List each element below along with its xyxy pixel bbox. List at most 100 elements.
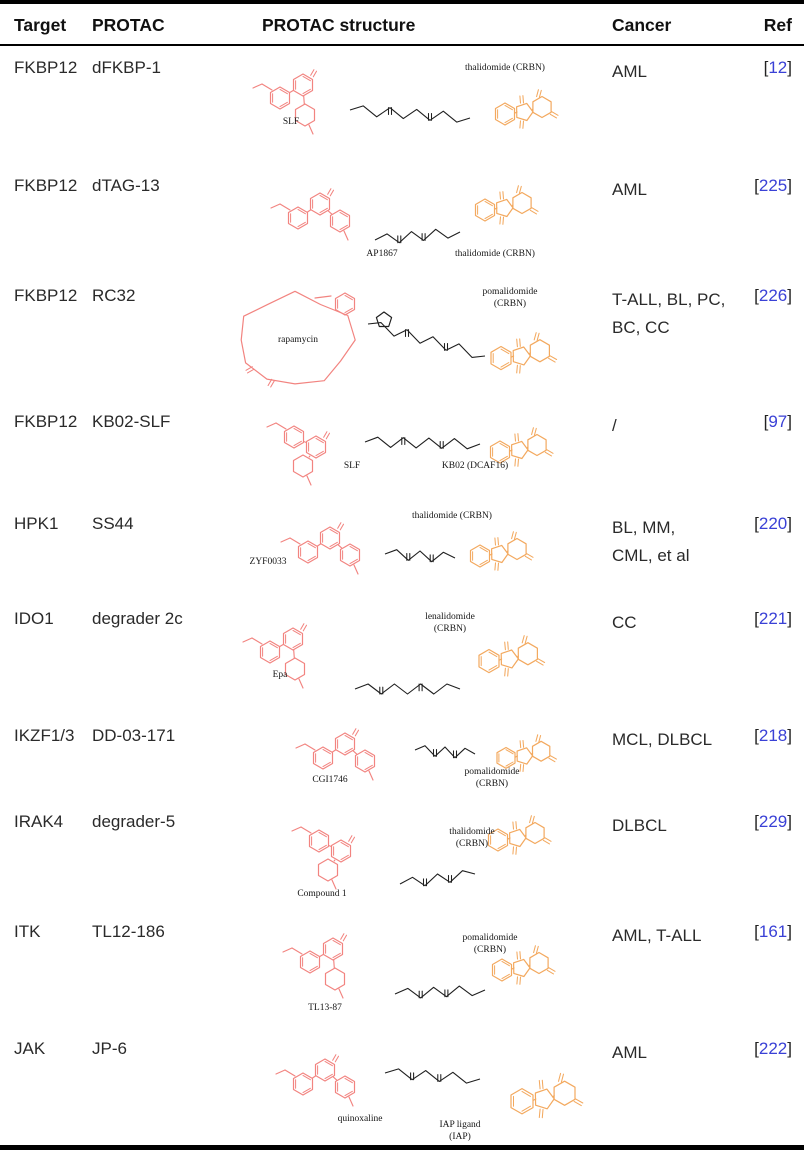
warhead-label: Compound 1 <box>297 889 347 899</box>
cancer-cell: MCL, DLBCL <box>612 730 713 749</box>
ref-link[interactable]: 97 <box>768 412 788 431</box>
structure-cell: ZYF0033 thalidomide (CRBN) <box>160 502 612 597</box>
ref-cell: [221] <box>754 609 792 629</box>
cancer-cell: BL, MM, CML, et al <box>612 518 690 566</box>
ref-bracket-close: ] <box>787 286 792 305</box>
ref-cell: [161] <box>754 922 792 942</box>
warhead-label: quinoxaline <box>337 1114 383 1124</box>
e3-ligand-label: pomalidomide (CRBN) <box>462 933 518 956</box>
ref-bracket-open: [ <box>754 609 759 628</box>
e3-ligand-label: lenalidomide (CRBN) <box>425 612 475 635</box>
table-row: FKBP12 RC32 rapamycin pomalidomide (CRBN)… <box>0 274 804 400</box>
structure-cell: SLF KB02 (DCAF16) <box>160 400 612 502</box>
e3-ligand-label: thalidomide (CRBN) <box>465 63 545 73</box>
table-row: FKBP12 dTAG-13 AP1867 thalidomide (CRBN) … <box>0 164 804 274</box>
structure-cell: rapamycin pomalidomide (CRBN) <box>160 274 612 400</box>
col-header-protac: PROTAC <box>92 15 165 35</box>
ref-bracket-open: [ <box>754 176 759 195</box>
ref-bracket-close: ] <box>787 514 792 533</box>
protac-name-cell: KB02-SLF <box>92 412 171 431</box>
molecule-structure-svg <box>242 623 546 695</box>
target-cell: ITK <box>14 922 41 941</box>
molecule-structure-svg <box>280 522 534 575</box>
target-cell: FKBP12 <box>14 176 78 195</box>
target-cell: FKBP12 <box>14 412 78 431</box>
protac-name-cell: DD-03-171 <box>92 726 176 745</box>
ref-link[interactable]: 226 <box>758 286 788 305</box>
cancer-cell: CC <box>612 613 637 632</box>
molecule-structure-svg <box>282 933 556 999</box>
protac-name-cell: dFKBP-1 <box>92 58 161 77</box>
structure-cell: Compound 1 thalidomide (CRBN) <box>160 800 612 910</box>
target-cell: IRAK4 <box>14 812 64 831</box>
e3-ligand-label: thalidomide (CRBN) <box>455 249 535 259</box>
structure-cell: CGI1746 pomalidomide (CRBN) <box>160 714 612 800</box>
warhead-label: AP1867 <box>366 249 398 259</box>
ref-bracket-close: ] <box>787 412 792 431</box>
ref-cell: [218] <box>754 726 792 746</box>
ref-bracket-open: [ <box>754 812 759 831</box>
ref-cell: [220] <box>754 514 792 534</box>
ref-link[interactable]: 225 <box>758 176 788 195</box>
molecule-structure-svg <box>252 69 559 135</box>
target-cell: IKZF1/3 <box>14 726 75 745</box>
ref-cell: [12] <box>764 58 792 78</box>
table-row: IRAK4 degrader-5 Compound 1 thalidomide (… <box>0 800 804 910</box>
ref-bracket-close: ] <box>787 812 792 831</box>
molecule-structure-svg <box>266 422 554 486</box>
e3-ligand-label: thalidomide (CRBN) <box>412 511 492 521</box>
ref-bracket-close: ] <box>787 1039 792 1058</box>
table-row: FKBP12 dFKBP-1 SLF thalidomide (CRBN) AML… <box>0 46 804 164</box>
structure-cell: quinoxaline IAP ligand (IAP) <box>160 1027 612 1145</box>
ref-link[interactable]: 229 <box>758 812 788 831</box>
col-header-target: Target <box>14 15 67 35</box>
ref-bracket-open: [ <box>754 726 759 745</box>
col-header-structure: PROTAC structure <box>262 15 416 35</box>
ref-cell: [225] <box>754 176 792 196</box>
target-cell: IDO1 <box>14 609 54 628</box>
ref-cell: [222] <box>754 1039 792 1059</box>
cancer-cell: AML <box>612 62 647 81</box>
table-body: FKBP12 dFKBP-1 SLF thalidomide (CRBN) AML… <box>0 46 804 1145</box>
ref-bracket-open: [ <box>754 286 759 305</box>
ref-bracket-close: ] <box>787 726 792 745</box>
ref-link[interactable]: 220 <box>758 514 788 533</box>
ref-link[interactable]: 218 <box>758 726 788 745</box>
cancer-cell: AML <box>612 180 647 199</box>
ref-bracket-open: [ <box>763 58 769 77</box>
molecule-structure-svg <box>270 185 539 244</box>
table-row: JAK JP-6 quinoxaline IAP ligand (IAP) AML… <box>0 1027 804 1145</box>
table-row: IKZF1/3 DD-03-171 CGI1746 pomalidomide (C… <box>0 714 804 800</box>
table-row: HPK1 SS44 ZYF0033 thalidomide (CRBN) BL, … <box>0 502 804 597</box>
ref-cell: [229] <box>754 812 792 832</box>
ref-bracket-close: ] <box>787 922 792 941</box>
cancer-cell: T-ALL, BL, PC, BC, CC <box>612 290 726 338</box>
ref-bracket-open: [ <box>763 412 769 431</box>
protac-name-cell: JP-6 <box>92 1039 127 1058</box>
e3-ligand-label: thalidomide (CRBN) <box>449 827 495 850</box>
molecule-structure-svg <box>291 815 552 890</box>
ref-bracket-open: [ <box>754 514 759 533</box>
ref-link[interactable]: 12 <box>768 58 788 77</box>
structure-cell: TL13-87 pomalidomide (CRBN) <box>160 910 612 1027</box>
ref-link[interactable]: 222 <box>758 1039 788 1058</box>
ref-bracket-open: [ <box>754 1039 759 1058</box>
table-row: FKBP12 KB02-SLF SLF KB02 (DCAF16) / [97] <box>0 400 804 502</box>
ref-link[interactable]: 161 <box>758 922 788 941</box>
table-bottom-rule <box>0 1145 804 1150</box>
molecule-structure-svg <box>275 1054 584 1119</box>
molecule-structure-svg <box>295 728 557 781</box>
ref-cell: [97] <box>764 412 792 432</box>
target-cell: FKBP12 <box>14 58 78 77</box>
cancer-cell: DLBCL <box>612 816 667 835</box>
protac-name-cell: dTAG-13 <box>92 176 160 195</box>
warhead-label: rapamycin <box>277 335 319 345</box>
warhead-label: SLF <box>343 461 361 471</box>
ref-bracket-close: ] <box>787 609 792 628</box>
col-header-cancer: Cancer <box>612 15 672 35</box>
ref-bracket-open: [ <box>754 922 759 941</box>
table-row: ITK TL12-186 TL13-87 pomalidomide (CRBN) … <box>0 910 804 1027</box>
ref-link[interactable]: 221 <box>758 609 788 628</box>
structure-cell: AP1867 thalidomide (CRBN) <box>160 164 612 274</box>
